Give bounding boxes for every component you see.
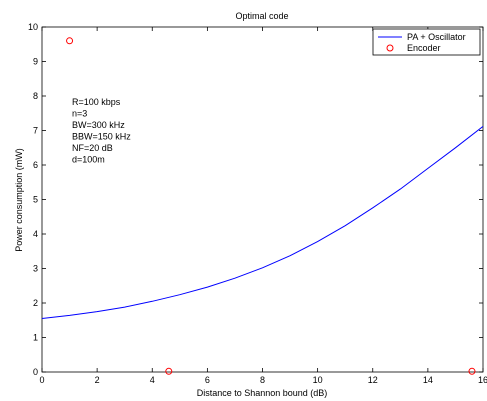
- encoder-point: [468, 367, 476, 375]
- y-tick-label: 6: [33, 160, 38, 170]
- legend-label: PA + Oscillator: [407, 32, 466, 42]
- x-tick-label: 14: [423, 375, 433, 385]
- annotation-line: d=100m: [72, 155, 105, 165]
- y-tick-label: 4: [33, 229, 38, 239]
- x-tick-label: 0: [39, 375, 44, 385]
- y-tick-label: 2: [33, 298, 38, 308]
- y-axis-label: Power consumption (mW): [14, 148, 24, 252]
- y-tick-label: 3: [33, 264, 38, 274]
- x-axis: 0 2 4 6 8 10 12 14 16: [39, 27, 487, 385]
- x-tick-label: 12: [368, 375, 378, 385]
- annotation-line: R=100 kbps: [72, 97, 121, 107]
- x-axis-label: Distance to Shannon bound (dB): [197, 388, 328, 398]
- parameter-annotations: R=100 kbps n=3BW=300 kHz BBW=150 kHzNF=20 …: [72, 97, 131, 165]
- y-axis: 0 1 2 3 4 5 6 7 8 9 10: [28, 22, 483, 377]
- x-tick-label: 8: [260, 375, 265, 385]
- legend-label: Encoder: [407, 43, 441, 53]
- x-tick-label: 2: [95, 375, 100, 385]
- encoder-point: [165, 367, 173, 375]
- x-tick-label: 10: [313, 375, 323, 385]
- y-tick-label: 8: [33, 91, 38, 101]
- series-layer: [41, 37, 484, 375]
- y-tick-label: 10: [28, 22, 38, 32]
- y-tick-label: 9: [33, 57, 38, 67]
- y-tick-label: 0: [33, 367, 38, 377]
- x-tick-label: 6: [205, 375, 210, 385]
- x-tick-label: 16: [478, 375, 487, 385]
- chart-title: Optimal code: [235, 11, 288, 21]
- y-tick-label: 5: [33, 195, 38, 205]
- annotation-line: n=3: [72, 109, 87, 119]
- annotation-line: NF=20 dB: [72, 143, 113, 153]
- x-tick-label: 4: [150, 375, 155, 385]
- y-tick-label: 1: [33, 333, 38, 343]
- legend-swatch-marker: [386, 44, 394, 52]
- series-line-pa-oscillator: [41, 126, 484, 319]
- encoder-point: [66, 37, 74, 45]
- annotation-line: BW=300 kHz: [72, 120, 125, 130]
- y-tick-label: 7: [33, 126, 38, 136]
- annotation-line: BBW=150 kHz: [72, 132, 131, 142]
